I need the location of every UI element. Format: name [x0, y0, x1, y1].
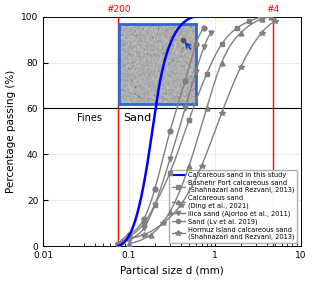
Text: #4: #4 [266, 5, 280, 14]
Legend: Calcareous sand in this study, Bushehr Port calcareous sand
(Shahnazari and Rezv: Calcareous sand in this study, Bushehr P… [169, 169, 297, 243]
Y-axis label: Percentage passing (%): Percentage passing (%) [6, 70, 16, 193]
Text: #200: #200 [106, 5, 131, 14]
Text: Sand: Sand [123, 113, 151, 123]
X-axis label: Partical size d (mm): Partical size d (mm) [120, 266, 224, 275]
Text: Fines: Fines [77, 113, 102, 123]
